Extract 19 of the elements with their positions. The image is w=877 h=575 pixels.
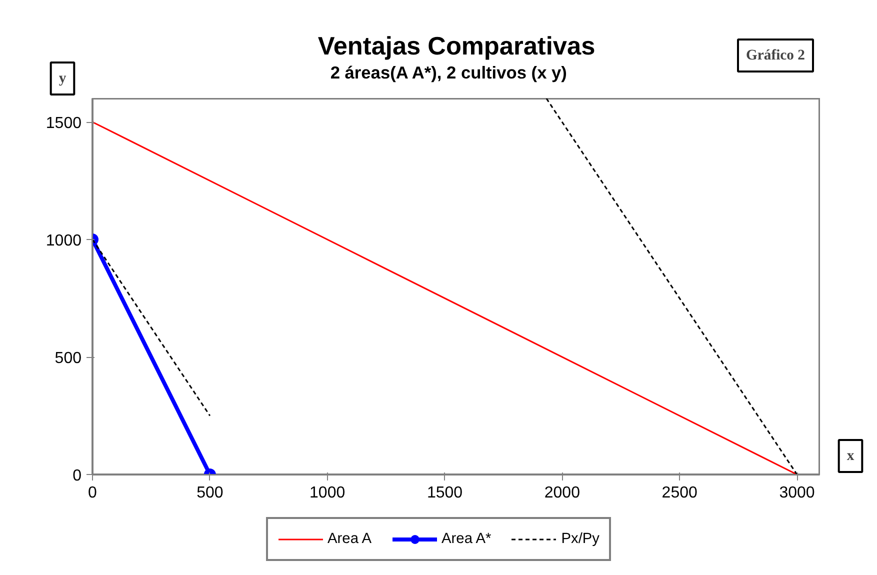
x-axis-title: x	[846, 448, 855, 464]
x-tick-label: 2500	[662, 484, 698, 502]
text: Gráfico 2	[746, 48, 806, 64]
x-tick-label: 2000	[544, 484, 580, 502]
legend-label: Area A	[328, 531, 372, 547]
x-tick-label: 1000	[310, 484, 346, 502]
y-tick-label: 1000	[46, 232, 82, 250]
x-tick-label: 500	[196, 484, 224, 502]
chart-title: Ventajas Comparativas	[318, 32, 596, 60]
legend-label: Px/Py	[561, 531, 600, 547]
x-tick-label: 0	[88, 484, 98, 502]
y-tick-label: 0	[72, 468, 82, 484]
x-tick-label: 1500	[426, 484, 463, 502]
y-tick-label: 500	[54, 350, 82, 367]
chart-subtitle: 2 áreas(A A*), 2 cultivos (x y)	[330, 62, 567, 82]
x-tick-label: 3000	[779, 484, 815, 502]
y-tick-label: 1500	[46, 115, 82, 132]
y-axis-title: y	[58, 70, 67, 86]
legend-label: Area A*	[442, 531, 492, 547]
